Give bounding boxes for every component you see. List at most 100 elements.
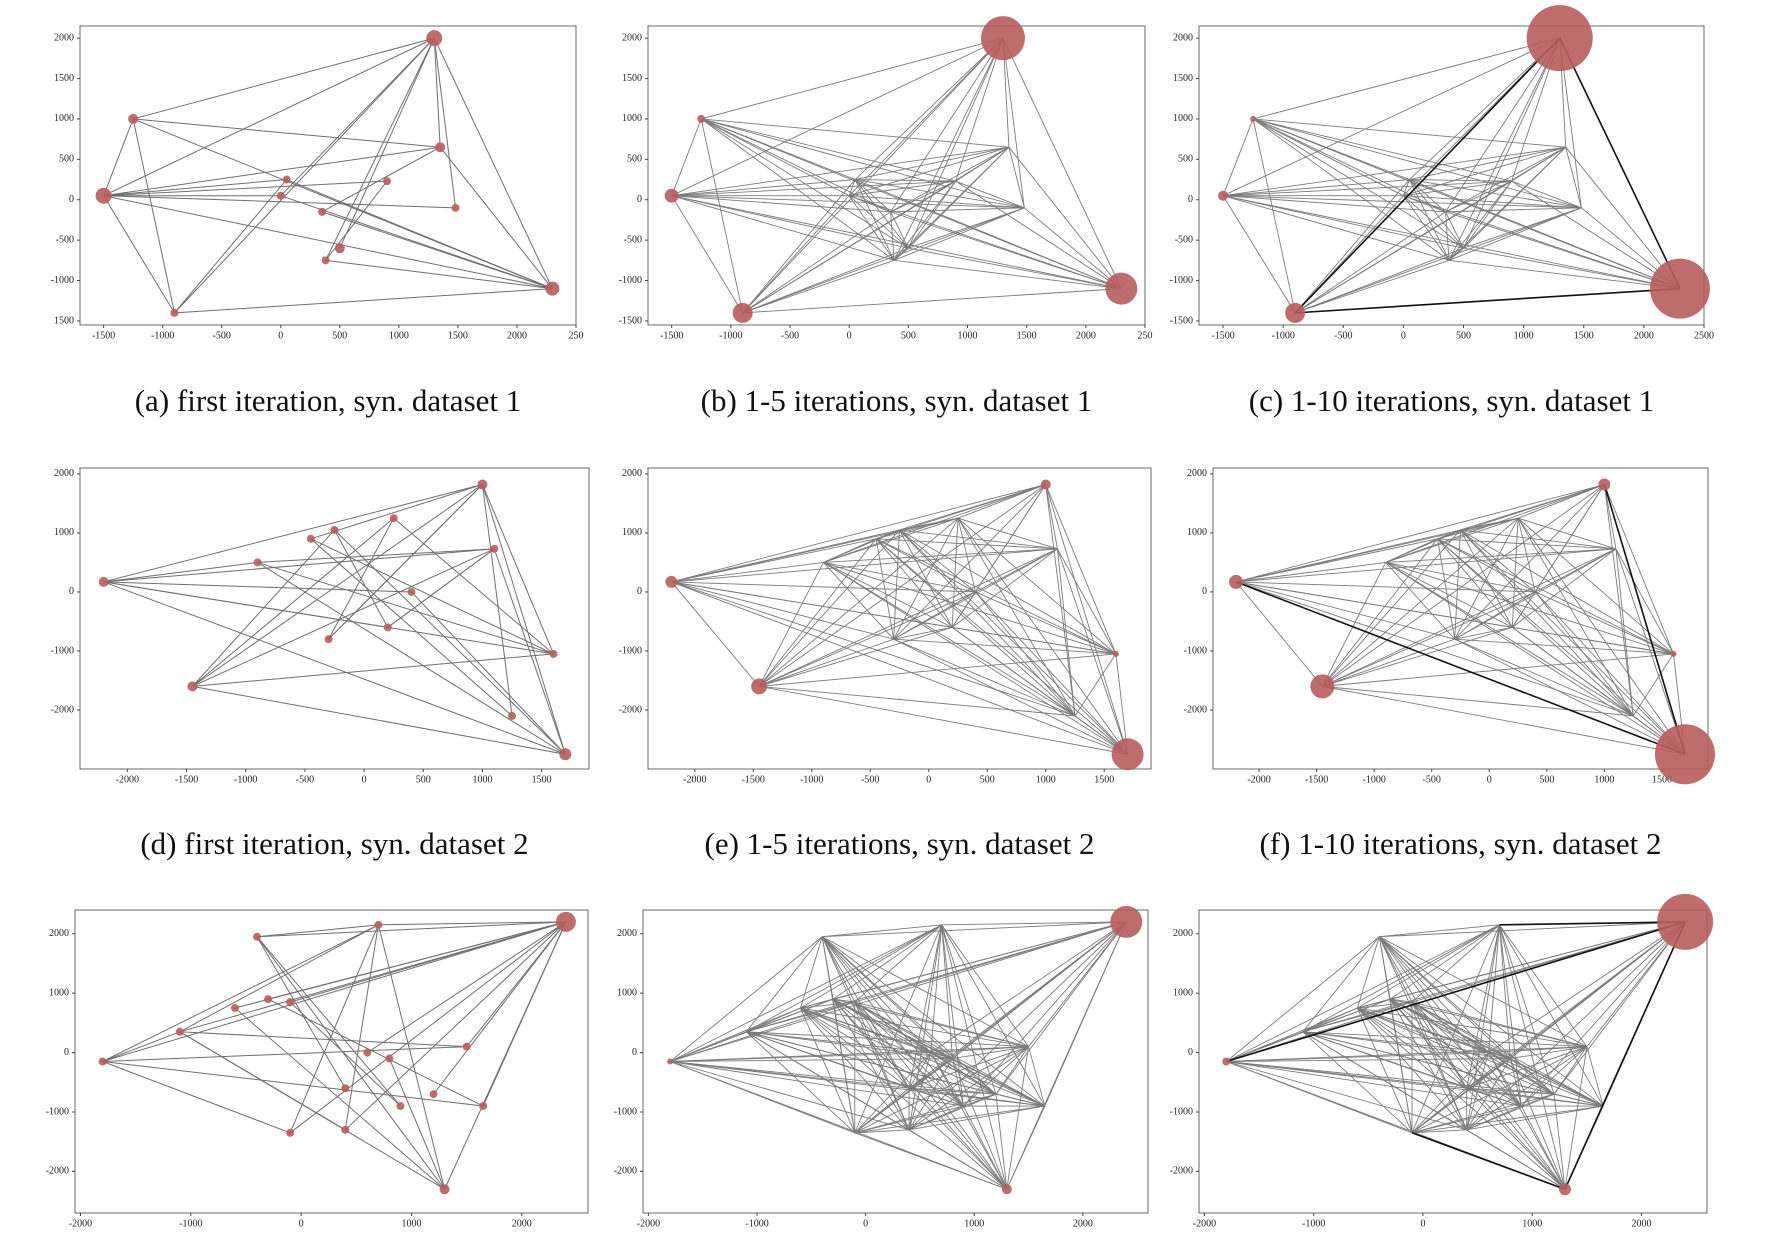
edge xyxy=(1226,1061,1522,1107)
edge xyxy=(1460,484,1605,531)
y-tick-label: -1000 xyxy=(614,1106,637,1117)
edge xyxy=(671,146,1009,197)
edge xyxy=(1045,484,1129,755)
edge xyxy=(1409,179,1582,209)
node xyxy=(508,711,517,720)
edge xyxy=(893,529,900,640)
node xyxy=(253,558,262,567)
edge xyxy=(848,179,856,196)
edge xyxy=(1517,517,1617,550)
panel: -2000 -1000 0 1000 2000 -2000 -1000 0 1000 2000 xyxy=(614,905,1149,1229)
edge xyxy=(671,195,744,314)
caption: (d) first iteration, syn. dataset 2 xyxy=(140,826,528,861)
edge xyxy=(103,118,134,196)
x-tick-label: -500 xyxy=(861,774,879,785)
node xyxy=(306,534,315,543)
edge xyxy=(174,179,288,314)
edge xyxy=(103,37,435,197)
edge xyxy=(102,924,379,1062)
y-tick-label: -1500 xyxy=(619,315,642,326)
edge xyxy=(849,195,1025,209)
x-tick-label: 1500 xyxy=(1652,774,1672,785)
y-tick-label: -1000 xyxy=(46,1106,69,1117)
edge xyxy=(899,529,1128,755)
edge xyxy=(823,562,894,640)
edge xyxy=(908,1046,1029,1089)
edge xyxy=(745,1031,856,1134)
edge xyxy=(481,484,566,755)
y-tick-label: 2000 xyxy=(617,928,637,939)
edge xyxy=(908,924,943,1089)
node xyxy=(426,30,443,47)
edge xyxy=(893,517,959,640)
edge xyxy=(103,548,495,583)
edge xyxy=(1403,195,1464,249)
edge xyxy=(103,581,388,628)
edge xyxy=(1463,247,1681,290)
edge xyxy=(1445,146,1566,213)
node xyxy=(1111,738,1144,771)
edge xyxy=(821,936,953,1059)
edge xyxy=(671,581,894,640)
edge xyxy=(821,936,910,1131)
edge xyxy=(854,1093,997,1134)
edge xyxy=(1511,180,1681,290)
edge xyxy=(1488,924,1500,1053)
edge xyxy=(955,180,1122,290)
edge xyxy=(1411,1001,1511,1059)
edge xyxy=(1586,1046,1604,1107)
y-tick-label: 0 xyxy=(64,1047,69,1058)
edge xyxy=(742,211,891,314)
edge xyxy=(1448,247,1464,261)
x-tick-label: -2000 xyxy=(116,774,139,785)
edge xyxy=(671,517,959,583)
y-tick-label: 2000 xyxy=(54,468,74,479)
edge xyxy=(800,1007,1029,1048)
edge xyxy=(671,581,760,687)
edge xyxy=(832,921,1127,1000)
edge xyxy=(893,37,1004,261)
edge xyxy=(1565,146,1681,289)
highlight-edge xyxy=(1558,37,1681,289)
edge xyxy=(1411,1105,1604,1134)
plot-frame xyxy=(647,467,1152,770)
edge xyxy=(1510,921,1686,1059)
x-tick-label: -1500 xyxy=(92,330,115,341)
edge xyxy=(1564,1046,1588,1190)
edge xyxy=(957,517,1117,655)
edge xyxy=(1322,685,1634,717)
edge xyxy=(745,1007,801,1033)
edge xyxy=(103,581,412,593)
edge xyxy=(1302,1031,1489,1054)
edge xyxy=(957,518,976,593)
y-tick-label: -2000 xyxy=(1184,704,1207,715)
plot-frame xyxy=(79,25,577,326)
edge xyxy=(1385,562,1686,755)
edge xyxy=(1411,1058,1511,1134)
node xyxy=(330,525,339,534)
edge xyxy=(1024,207,1122,289)
edge xyxy=(310,484,483,540)
edge xyxy=(758,529,900,687)
highlight-edge xyxy=(1499,921,1686,926)
edge xyxy=(1252,37,1560,120)
y-tick-label: 1500 xyxy=(622,73,642,84)
edge xyxy=(1389,999,1413,1133)
edge xyxy=(832,924,942,1000)
edge xyxy=(1294,180,1512,314)
edge xyxy=(671,37,1004,197)
edge xyxy=(854,1001,910,1089)
edge xyxy=(849,180,956,197)
edge xyxy=(1252,118,1582,209)
edge xyxy=(1322,685,1686,755)
edge xyxy=(1295,247,1464,314)
edge xyxy=(1460,529,1674,655)
node xyxy=(1110,905,1143,938)
edge xyxy=(890,37,1004,213)
node xyxy=(439,1184,450,1195)
node xyxy=(667,1058,674,1065)
edge xyxy=(670,1061,964,1107)
edge xyxy=(1389,998,1566,1190)
edge xyxy=(875,538,976,593)
edge xyxy=(899,529,1058,550)
